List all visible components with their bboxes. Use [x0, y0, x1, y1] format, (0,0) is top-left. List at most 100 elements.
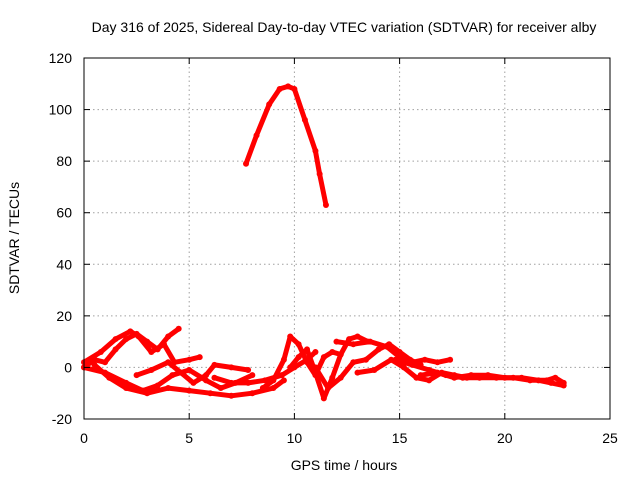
data-point: [337, 351, 344, 358]
data-point: [392, 356, 399, 363]
data-point: [97, 348, 104, 355]
y-axis-label: SDTVAR / TECUs: [6, 182, 22, 294]
data-point: [177, 369, 184, 376]
data-point: [144, 390, 151, 397]
data-point: [228, 379, 235, 386]
data-point: [383, 343, 390, 350]
data-point: [287, 364, 294, 371]
data-point: [322, 201, 329, 208]
data-point: [287, 333, 294, 340]
data-point: [148, 367, 155, 374]
data-point: [148, 348, 155, 355]
data-point: [249, 390, 256, 397]
series-arc-9: [312, 341, 424, 391]
data-point: [217, 385, 224, 392]
data-point: [102, 359, 109, 366]
data-point: [133, 372, 140, 379]
data-point: [312, 348, 319, 355]
data-point: [434, 369, 441, 376]
data-point: [106, 374, 113, 381]
data-point: [535, 377, 542, 384]
data-point: [354, 333, 361, 340]
x-axis-label: GPS time / hours: [291, 457, 398, 473]
data-point: [276, 85, 283, 92]
data-point: [350, 359, 357, 366]
x-tick-label: 25: [602, 430, 618, 446]
data-point: [312, 364, 319, 371]
data-point: [301, 116, 308, 123]
data-point: [426, 377, 433, 384]
data-point: [196, 354, 203, 361]
y-tick-label: 100: [49, 102, 73, 118]
y-tick-label: 80: [56, 153, 72, 169]
data-point: [312, 147, 319, 154]
data-point: [295, 341, 302, 348]
data-point: [325, 385, 332, 392]
x-tick-label: 10: [287, 430, 303, 446]
data-point: [266, 101, 273, 108]
data-point: [280, 377, 287, 384]
data-point: [259, 385, 266, 392]
y-tick-label: 40: [56, 256, 72, 272]
data-point: [112, 346, 119, 353]
x-tick-label: 20: [497, 430, 513, 446]
data-point: [207, 390, 214, 397]
data-point: [484, 372, 491, 379]
data-point: [186, 387, 193, 394]
series-arc-13: [418, 370, 567, 388]
data-point: [316, 171, 323, 178]
data-point: [375, 346, 382, 353]
data-point: [409, 361, 416, 368]
data-point: [346, 336, 353, 343]
chart-title: Day 316 of 2025, Sidereal Day-to-day VTE…: [92, 19, 597, 35]
data-point: [243, 160, 250, 167]
data-point: [552, 374, 559, 381]
data-point: [123, 385, 130, 392]
data-point: [261, 377, 268, 384]
y-tick-label: 0: [64, 359, 72, 375]
data-point: [160, 341, 167, 348]
data-point: [270, 385, 277, 392]
data-point: [165, 333, 172, 340]
data-point: [388, 356, 395, 363]
data-point: [190, 379, 197, 386]
data-point: [249, 372, 256, 379]
data-point: [228, 392, 235, 399]
data-point: [245, 367, 252, 374]
data-point: [320, 354, 327, 361]
y-tick-label: 20: [56, 308, 72, 324]
data-point: [245, 379, 252, 386]
data-point: [278, 372, 285, 379]
data-point: [285, 83, 292, 90]
data-point: [447, 356, 454, 363]
data-point: [123, 336, 130, 343]
data-point: [291, 85, 298, 92]
data-point: [421, 356, 428, 363]
series-group: [81, 83, 567, 402]
data-point: [371, 367, 378, 374]
data-point: [154, 382, 161, 389]
data-point: [451, 374, 458, 381]
data-point: [165, 359, 172, 366]
y-ticks: -20 0 20 40 60 80 100 120: [49, 50, 610, 427]
data-point: [295, 354, 302, 361]
data-point: [320, 395, 327, 402]
data-point: [354, 369, 361, 376]
series-arc-2: [81, 328, 203, 365]
x-ticks: 0 5 10 15 20 25: [80, 58, 618, 446]
data-point: [329, 348, 336, 355]
data-point: [112, 336, 119, 343]
plot-frame: [83, 57, 611, 420]
y-tick-label: -20: [52, 411, 72, 427]
x-tick-label: 0: [80, 430, 88, 446]
x-tick-label: 5: [185, 430, 193, 446]
data-point: [548, 379, 555, 386]
data-point: [362, 356, 369, 363]
series-arc-high: [243, 83, 329, 208]
data-point: [501, 374, 508, 381]
gridlines: [84, 58, 610, 419]
data-point: [400, 364, 407, 371]
data-point: [135, 333, 142, 340]
x-tick-label: 15: [392, 430, 408, 446]
